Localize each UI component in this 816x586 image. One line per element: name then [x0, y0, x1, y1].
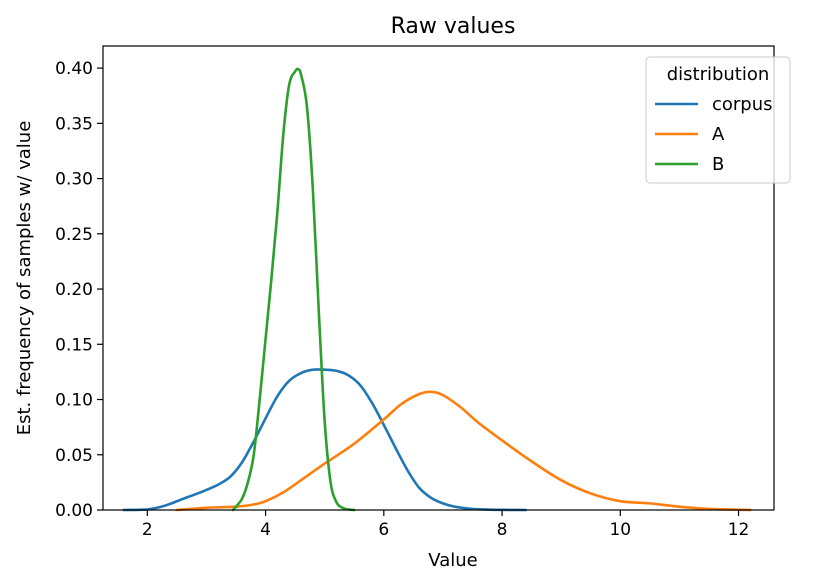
y-axis-ticks: 0.00 0.05 0.10 0.15 0.20 0.25 0.30 0.35 0.40	[55, 59, 103, 521]
y-tick-label: 0.10	[55, 391, 93, 411]
chart-title: Raw values	[391, 14, 516, 39]
y-tick-label: 0.20	[55, 280, 93, 300]
legend-box	[645, 56, 791, 184]
y-tick-label: 0.40	[55, 59, 93, 79]
y-axis-label: Est. frequency of samples w/ value	[14, 121, 35, 436]
y-tick-label: 0.05	[55, 446, 93, 466]
series-layer	[122, 67, 752, 512]
legend-label-corpus: corpus	[712, 94, 773, 115]
y-tick-label: 0.00	[55, 501, 93, 521]
x-tick-label: 2	[142, 520, 153, 540]
x-tick-label: 4	[260, 520, 271, 540]
series-line-corpus	[122, 368, 527, 512]
legend: distribution corpus AB	[645, 56, 791, 184]
y-tick-label: 0.25	[55, 225, 93, 245]
x-axis-ticks: 2 4 6 8 10 12	[142, 510, 749, 540]
legend-label-a: A	[712, 124, 725, 145]
x-tick-label: 10	[609, 520, 631, 540]
legend-title: distribution	[667, 64, 770, 85]
legend-label-b: B	[712, 154, 724, 175]
y-tick-label: 0.35	[55, 114, 93, 134]
plot-area-frame	[102, 45, 775, 511]
y-tick-label: 0.15	[55, 335, 93, 355]
series-line-b	[231, 67, 356, 512]
x-tick-label: 6	[378, 520, 389, 540]
y-tick-label: 0.30	[55, 170, 93, 190]
series-line-a	[175, 390, 752, 512]
x-axis-label: Value	[428, 550, 477, 571]
x-tick-label: 8	[497, 520, 508, 540]
x-tick-label: 12	[728, 520, 750, 540]
